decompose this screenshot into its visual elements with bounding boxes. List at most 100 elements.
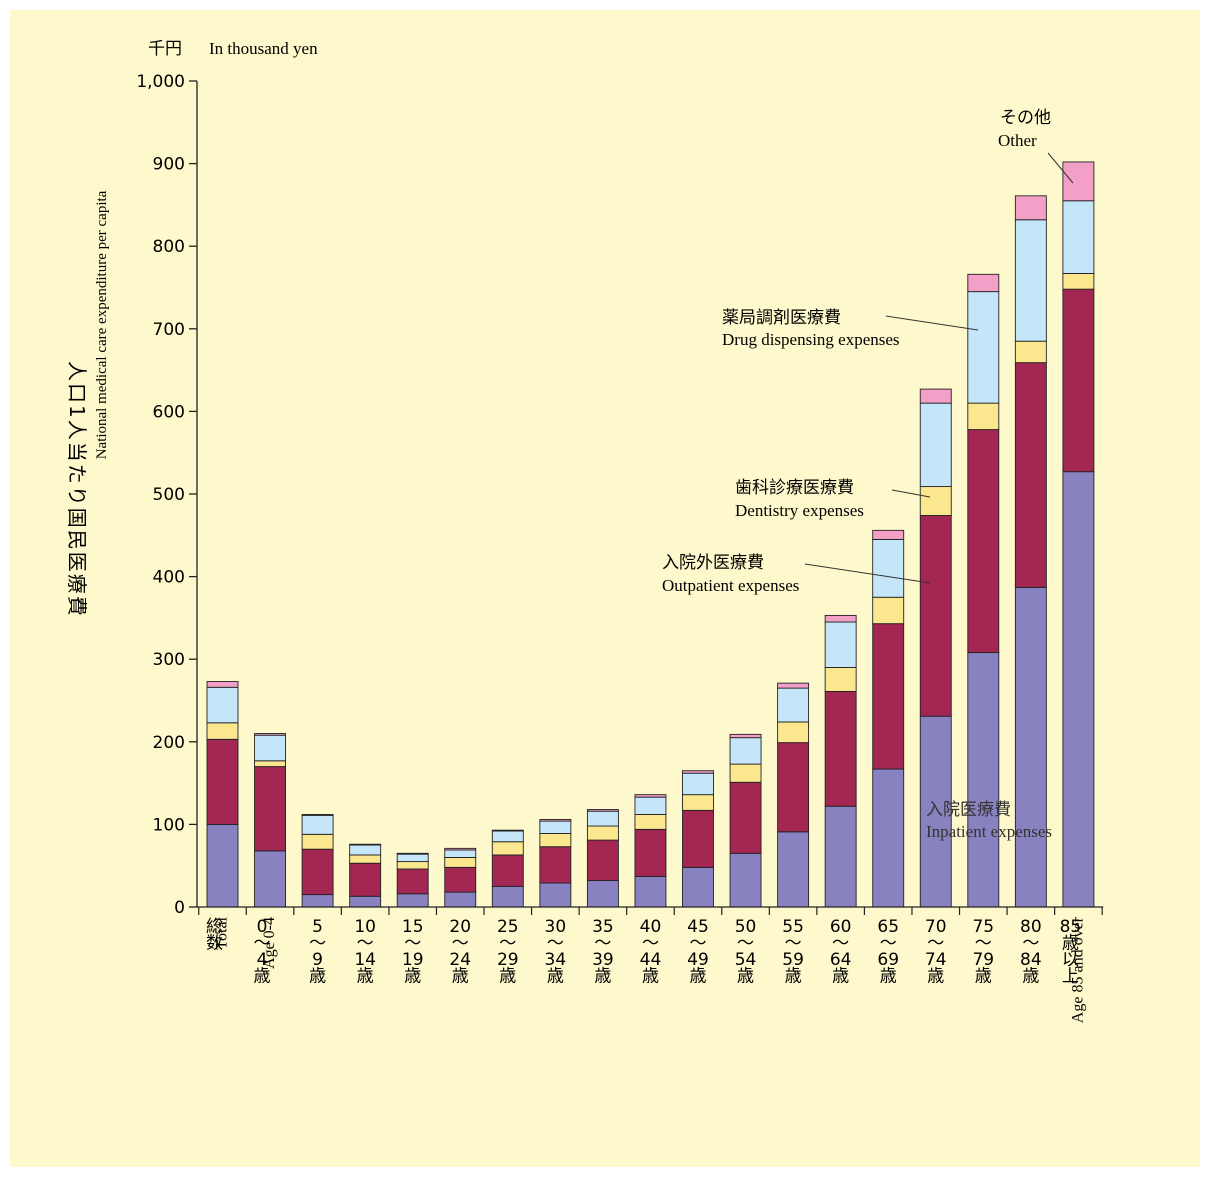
bar-segment-other xyxy=(919,388,952,404)
x-tick-label: 歳 xyxy=(309,967,326,987)
bar-segment-dentistry xyxy=(301,833,334,850)
x-tick-label: 以 xyxy=(1062,950,1079,970)
x-tick-label: 45 xyxy=(687,917,709,937)
bar-segment-inpatient xyxy=(539,882,572,908)
x-tick-label: 歳 xyxy=(880,967,897,987)
bar-segment-outpatient xyxy=(396,868,429,895)
x-tick-label: 〜 xyxy=(309,934,326,954)
bar-segment-outpatient xyxy=(254,766,287,852)
bar-segment-inpatient xyxy=(254,850,287,908)
x-tick-label: 5 xyxy=(312,917,323,937)
y-axis-label-en: National medical care expenditure per ca… xyxy=(94,190,110,459)
bar-segment-outpatient xyxy=(349,862,382,897)
bar-segment-inpatient xyxy=(634,875,667,908)
bar-segment-other xyxy=(444,847,477,851)
y-tick-label: 800 xyxy=(153,237,185,257)
x-tick-label: 34 xyxy=(545,950,567,970)
bar-segment-dentistry xyxy=(491,841,524,856)
x-tick-label: 80 xyxy=(1020,917,1042,937)
bar-segment-other xyxy=(254,733,287,736)
bar-segment-other xyxy=(206,681,239,688)
x-tick-label: 〜 xyxy=(642,934,659,954)
bar-segment-drug xyxy=(872,538,905,598)
bar-segment-other xyxy=(682,770,714,774)
bar-segment-drug xyxy=(1014,219,1047,342)
x-tick-label: 〜 xyxy=(404,934,421,954)
bar-segment-other xyxy=(777,682,810,689)
bar-segment-inpatient xyxy=(1014,586,1047,908)
x-tick-label: 75 xyxy=(972,917,994,937)
bar-segment-other xyxy=(634,794,667,798)
y-tick-label: 200 xyxy=(153,733,185,753)
bar-segment-outpatient xyxy=(872,623,905,770)
x-tick-label: 84 xyxy=(1020,950,1042,970)
x-tick-label: 〜 xyxy=(927,934,944,954)
x-tick-label: 数 xyxy=(206,934,223,954)
x-tick-label: 54 xyxy=(735,950,757,970)
bar-segment-inpatient xyxy=(444,891,477,908)
annotation-inpatient-ja: 入院医療費 xyxy=(926,800,1011,820)
bar-segment-outpatient xyxy=(777,742,810,833)
bar-segment-other xyxy=(967,273,1000,293)
bar-segment-dentistry xyxy=(539,833,572,848)
bar-segment-inpatient xyxy=(206,823,239,908)
x-tick-label: 55 xyxy=(782,917,804,937)
bar-segment-other xyxy=(396,852,429,855)
bar-segment-inpatient xyxy=(396,893,429,908)
x-tick-label: 60 xyxy=(830,917,852,937)
annotation-drug-en: Drug dispensing expenses xyxy=(722,330,900,349)
x-tick-label: 39 xyxy=(592,950,614,970)
x-tick-label: 19 xyxy=(402,950,424,970)
annotation-other-en: Other xyxy=(998,131,1037,150)
y-tick-label: 0 xyxy=(174,898,185,918)
x-tick-label: 74 xyxy=(925,950,947,970)
y-tick-label: 900 xyxy=(153,155,185,175)
x-tick-label: 59 xyxy=(782,950,804,970)
bar-segment-inpatient xyxy=(729,852,762,908)
bar-segment-drug xyxy=(777,687,810,723)
annotation-outpatient-leader xyxy=(804,563,931,584)
x-tick-label: 歳 xyxy=(832,967,849,987)
y-tick-label: 1,000 xyxy=(136,72,185,92)
bar-segment-inpatient xyxy=(1062,471,1095,908)
bar-segment-drug xyxy=(349,844,382,856)
x-tick-label-en: Age 0-4 xyxy=(261,917,278,969)
bar-segment-other xyxy=(349,843,382,846)
x-tick-label: 79 xyxy=(972,950,994,970)
bar-segment-dentistry xyxy=(396,861,429,870)
x-tick-label: 歳 xyxy=(927,967,944,987)
bar-segment-dentistry xyxy=(682,794,714,811)
x-tick-label: 歳 xyxy=(357,967,374,987)
x-tick-label: 総 xyxy=(206,917,223,937)
bar-segment-drug xyxy=(491,830,524,843)
bar-segment-outpatient xyxy=(206,738,239,825)
x-tick-label: 64 xyxy=(830,950,852,970)
bar-segment-dentistry xyxy=(967,402,1000,431)
x-tick-label: 歳 xyxy=(499,967,516,987)
x-tick-label: 〜 xyxy=(547,934,564,954)
bar-segment-inpatient xyxy=(919,715,952,908)
bar-segment-other xyxy=(491,829,524,832)
annotation-outpatient-en: Outpatient expenses xyxy=(662,576,799,595)
bar-segment-outpatient xyxy=(491,854,524,887)
x-tick-label: 50 xyxy=(735,917,757,937)
bar-segment-other xyxy=(824,614,857,623)
bar-segment-dentistry xyxy=(349,854,382,864)
annotation-drug-leader xyxy=(885,315,979,331)
x-tick-label: 25 xyxy=(497,917,519,937)
bar-segment-outpatient xyxy=(967,429,1000,654)
bar-segment-outpatient xyxy=(729,781,762,854)
x-tick-label: 〜 xyxy=(357,934,374,954)
x-tick-label: 歳 xyxy=(404,967,421,987)
y-tick-label: 700 xyxy=(153,320,185,340)
x-tick-label-en: Age 85 and over xyxy=(1069,916,1086,1023)
x-tick-label: 30 xyxy=(545,917,567,937)
x-tick-label: 歳 xyxy=(642,967,659,987)
x-tick-label: 歳 xyxy=(737,967,754,987)
bar-segment-dentistry xyxy=(586,825,619,841)
bar-segment-inpatient xyxy=(682,866,714,908)
annotation-inpatient-en: Inpatient expenses xyxy=(926,822,1052,841)
x-tick-label: 69 xyxy=(877,950,899,970)
bar-segment-inpatient xyxy=(586,880,619,908)
bar-segment-drug xyxy=(301,814,334,835)
